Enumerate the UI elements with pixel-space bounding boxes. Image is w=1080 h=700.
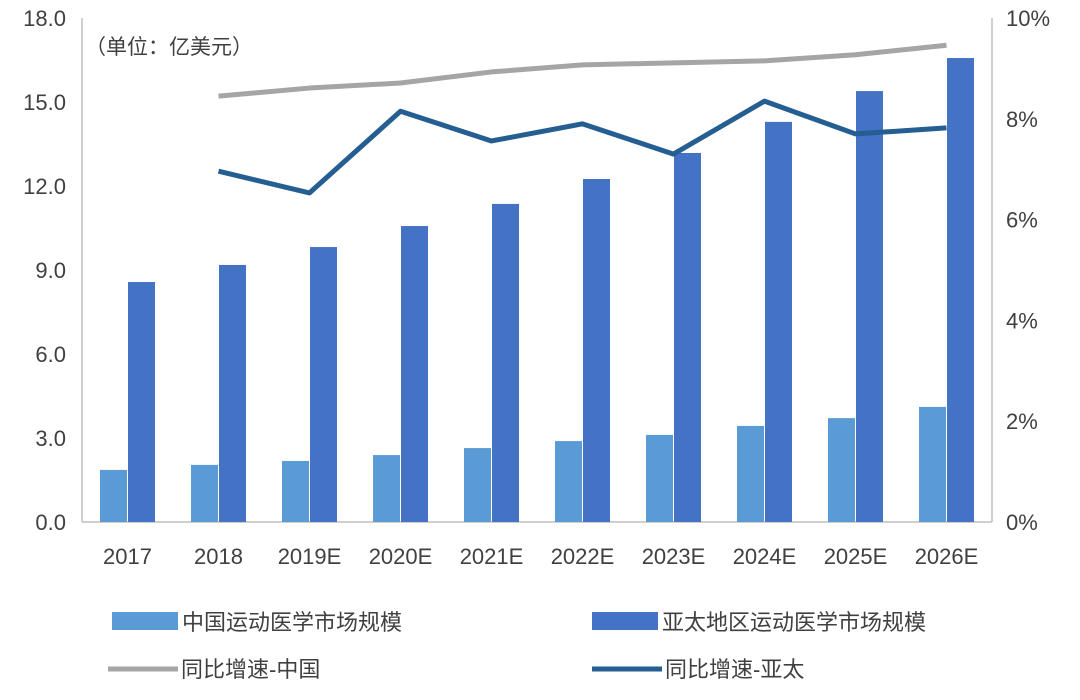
y-left-tick-label: 6.0 — [35, 342, 66, 367]
bar-apac — [128, 282, 155, 522]
line-china-growth — [219, 45, 947, 96]
x-tick-label: 2020E — [369, 544, 433, 569]
legend-label: 同比增速-亚太 — [665, 657, 804, 682]
bar-apac — [401, 226, 428, 522]
unit-note: （单位：亿美元） — [85, 36, 253, 59]
x-tick-label: 2026E — [915, 544, 979, 569]
x-tick-label: 2017 — [103, 544, 152, 569]
x-tick-label: 2021E — [460, 544, 524, 569]
line-apac-growth — [219, 101, 947, 193]
legend-swatch — [112, 612, 178, 630]
bar-apac — [947, 58, 974, 522]
y-left-tick-label: 0.0 — [35, 510, 66, 535]
bar-apac — [310, 247, 337, 522]
y-right-tick-label: 2% — [1006, 409, 1038, 434]
x-tick-label: 2025E — [824, 544, 888, 569]
bar-china — [828, 418, 855, 522]
bar-china — [100, 470, 127, 522]
bar-apac — [765, 122, 792, 522]
bar-apac — [492, 204, 519, 522]
y-right-tick-label: 0% — [1006, 510, 1038, 535]
x-tick-label: 2024E — [733, 544, 797, 569]
y-right-tick-label: 4% — [1006, 308, 1038, 333]
bar-china — [555, 441, 582, 522]
y-left-tick-label: 15.0 — [23, 90, 66, 115]
bar-china — [919, 407, 946, 522]
bar-china — [282, 461, 309, 522]
bar-china — [373, 455, 400, 522]
y-right-tick-label: 8% — [1006, 107, 1038, 132]
x-tick-label: 2019E — [278, 544, 342, 569]
legend-label: 亚太地区运动医学市场规模 — [662, 610, 926, 635]
y-left-tick-label: 18.0 — [23, 6, 66, 31]
bar-china — [464, 448, 491, 522]
legend-label: 同比增速-中国 — [181, 657, 320, 682]
x-tick-label: 2018 — [194, 544, 243, 569]
bar-china — [191, 465, 218, 522]
y-left-tick-label: 12.0 — [23, 174, 66, 199]
legend-label: 中国运动医学市场规模 — [182, 610, 402, 635]
bar-apac — [856, 91, 883, 522]
y-left-tick-label: 3.0 — [35, 426, 66, 451]
bar-apac — [583, 179, 610, 522]
x-tick-label: 2023E — [642, 544, 706, 569]
bar-apac — [219, 265, 246, 522]
y-right-tick-label: 10% — [1006, 6, 1050, 31]
bar-china — [646, 435, 673, 522]
bar-china — [737, 426, 764, 522]
bar-apac — [674, 153, 701, 522]
x-tick-label: 2022E — [551, 544, 615, 569]
y-left-tick-label: 9.0 — [35, 258, 66, 283]
y-right-tick-label: 6% — [1006, 208, 1038, 233]
legend-swatch — [592, 612, 658, 630]
